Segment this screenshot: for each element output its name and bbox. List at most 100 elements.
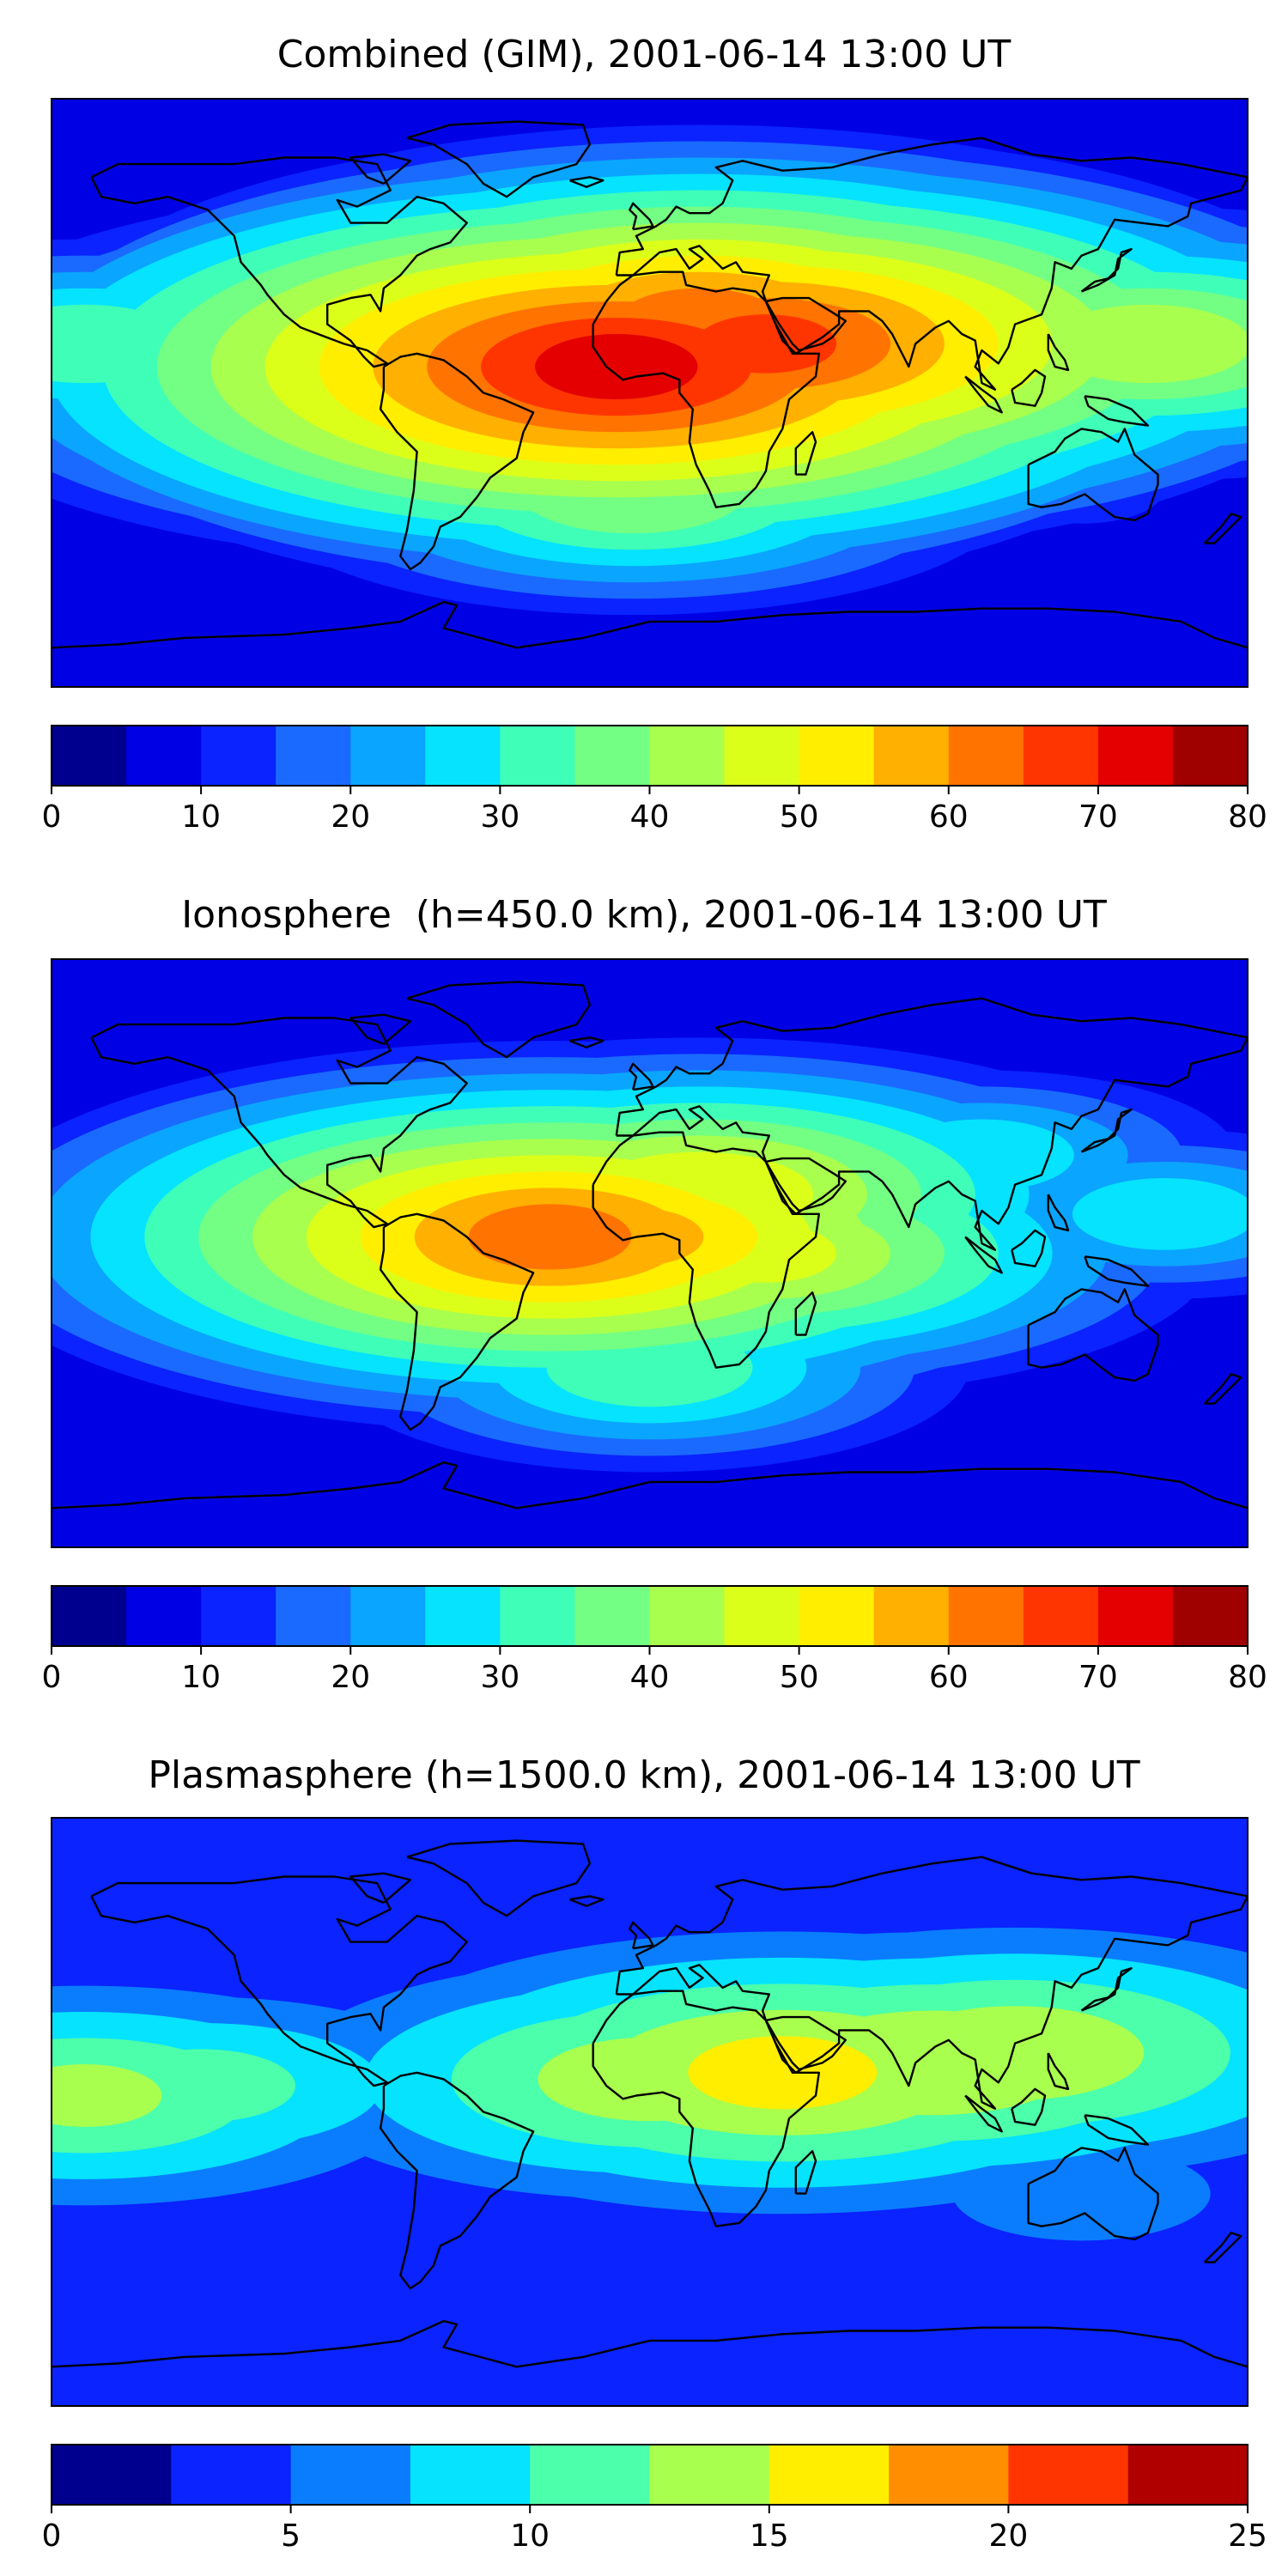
coastline-australia xyxy=(1027,2147,1159,2241)
colorbar-segment xyxy=(425,1586,501,1646)
colorbar-segment xyxy=(276,726,351,786)
coastline-iceland xyxy=(569,1036,605,1049)
colorbar-tick-label: 30 xyxy=(480,799,519,835)
map-field xyxy=(52,1818,1248,2406)
coastline-africa xyxy=(592,1990,820,2227)
colorbar-segment xyxy=(948,726,1024,786)
colorbar-segment xyxy=(126,1586,202,1646)
colorbar-segment xyxy=(1097,726,1174,786)
colorbar-segment xyxy=(52,1586,127,1646)
colorbar-tick-label: 20 xyxy=(331,1660,370,1695)
colorbar-segment xyxy=(52,2445,172,2505)
contour-region xyxy=(52,2063,162,2127)
coastline-antarctica xyxy=(52,600,1248,649)
coastline-arabia xyxy=(764,296,847,352)
colorbar-tick-label: 0 xyxy=(42,799,62,835)
coastline-sumatra xyxy=(964,2094,1003,2133)
colorbar-tick-label: 0 xyxy=(42,2518,62,2554)
coastline-new-zealand xyxy=(1203,2232,1242,2263)
colorbar-segment xyxy=(1097,1586,1174,1646)
panel-2-title: Ionosphere (h=450.0 km), 2001-06-14 13:0… xyxy=(181,893,1107,937)
coastline-baffin xyxy=(349,153,412,185)
colorbar-segment xyxy=(1023,1586,1099,1646)
coastline-britain xyxy=(629,202,654,231)
colorbar-tick-label: 40 xyxy=(630,1660,670,1695)
coastline-japan xyxy=(1080,1966,1133,2012)
coastline-north-america xyxy=(90,1017,468,1229)
map-frame xyxy=(51,1817,1249,2407)
coastline-baffin xyxy=(349,1013,412,1046)
colorbar-segment xyxy=(799,726,875,786)
coastline-eurasia xyxy=(615,137,1248,391)
coastline-madagascar xyxy=(794,2149,817,2195)
contour-region xyxy=(173,2211,328,2275)
colorbar-segment xyxy=(350,726,426,786)
colorbar-tick-label: 80 xyxy=(1228,1660,1267,1695)
coastline-iceland xyxy=(569,176,605,189)
coastline-new-guinea xyxy=(1084,2114,1150,2146)
colorbar-segment xyxy=(1008,2445,1129,2505)
coastline-greenland xyxy=(406,120,592,198)
colorbar-tick-label: 10 xyxy=(510,2518,550,2554)
coastline-iceland xyxy=(569,1895,605,1908)
colorbar-tick-label: 60 xyxy=(929,799,969,835)
colorbar-tick-label: 50 xyxy=(780,799,819,835)
colorbar-tick-label: 25 xyxy=(1228,2518,1267,2554)
colorbar-segment xyxy=(425,726,501,786)
coastline-philippines xyxy=(1047,333,1070,372)
colorbar-segment xyxy=(948,1586,1024,1646)
colorbar-segment xyxy=(201,1586,276,1646)
colorbar-segment xyxy=(873,726,950,786)
coastline-antarctica xyxy=(52,2319,1248,2368)
colorbar-segment xyxy=(649,726,726,786)
map-field xyxy=(52,99,1248,687)
colorbar-segment xyxy=(290,2445,411,2505)
contour-region xyxy=(468,1204,632,1270)
colorbar-tick-label: 60 xyxy=(929,1660,969,1695)
colorbar-segment xyxy=(276,1586,351,1646)
colorbar-segment xyxy=(724,1586,800,1646)
colorbar-tick-label: 70 xyxy=(1078,799,1118,835)
coastline-eurasia xyxy=(615,997,1248,1251)
coastline-arabia xyxy=(764,1157,847,1212)
colorbar-tick-label: 15 xyxy=(750,2518,789,2554)
coastline-arabia xyxy=(764,2015,847,2071)
coastline-new-guinea xyxy=(1084,1255,1150,1287)
colorbar-segment xyxy=(1172,726,1249,786)
colorbar-segment xyxy=(649,1586,726,1646)
coastline-africa xyxy=(592,1131,820,1369)
colorbar-segment xyxy=(52,726,127,786)
coastline-new-zealand xyxy=(1203,513,1242,544)
colorbar: 0 10 20 30 40 50 60 70 80 xyxy=(42,1585,1267,1695)
map-field xyxy=(52,959,1248,1547)
colorbar-tick-label: 5 xyxy=(281,2518,301,2554)
coastline-new-guinea xyxy=(1084,395,1150,427)
coastline-britain xyxy=(629,1921,654,1950)
colorbar-frame xyxy=(51,2444,1249,2506)
coastline-north-america xyxy=(90,1875,468,2087)
coastline-africa xyxy=(592,270,820,508)
panel-3-title: Plasmasphere (h=1500.0 km), 2001-06-14 1… xyxy=(148,1753,1140,1797)
map-frame xyxy=(51,958,1249,1548)
coastline-madagascar xyxy=(794,431,817,476)
colorbar-tick-label: 80 xyxy=(1228,799,1267,835)
colorbar-segment xyxy=(201,726,276,786)
colorbar-segment xyxy=(724,726,800,786)
colorbar-segment xyxy=(574,1586,651,1646)
coastline-madagascar xyxy=(794,1291,817,1336)
colorbar-tick-label: 10 xyxy=(181,1660,221,1695)
contour-region xyxy=(1072,1177,1248,1250)
coastline-sumatra xyxy=(964,1236,1003,1274)
colorbar-tick-label: 70 xyxy=(1078,1660,1118,1695)
coastline-borneo xyxy=(1011,368,1047,407)
colorbar-segment xyxy=(889,2445,1009,2505)
map-frame xyxy=(51,98,1249,688)
colorbar: 0 10 20 30 40 50 60 70 80 xyxy=(42,725,1267,835)
coastline-philippines xyxy=(1047,2052,1070,2091)
coastline-new-zealand xyxy=(1203,1373,1242,1405)
colorbar-segment xyxy=(799,1586,875,1646)
coastline-philippines xyxy=(1047,1194,1070,1232)
colorbar-tick-label: 50 xyxy=(780,1660,819,1695)
colorbar-tick-label: 0 xyxy=(42,1660,62,1695)
